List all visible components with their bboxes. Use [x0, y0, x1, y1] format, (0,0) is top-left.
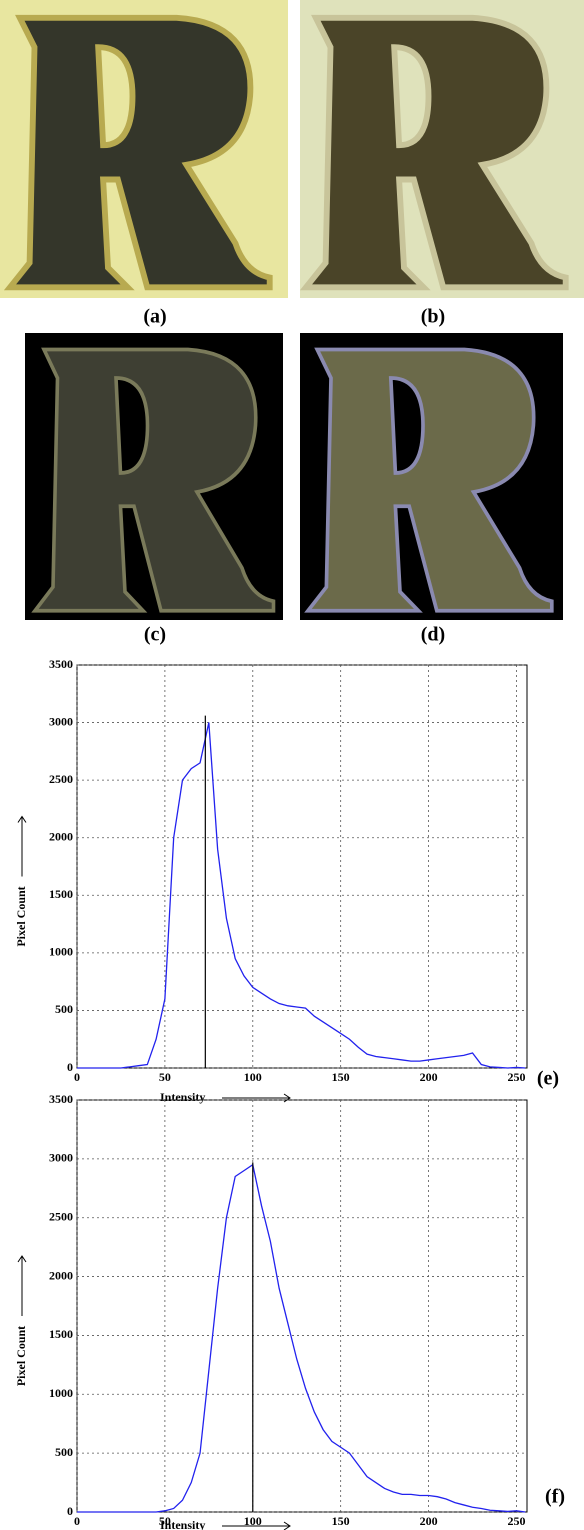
x-tick-label: 0 — [74, 1514, 80, 1528]
y-tick-label: 2500 — [49, 1209, 73, 1223]
y-tick-label: 3000 — [49, 1151, 73, 1165]
y-tick-label: 1500 — [49, 887, 73, 901]
x-tick-label: 150 — [332, 1514, 350, 1528]
panel-label: (e) — [537, 1068, 559, 1090]
panel-label: (f) — [545, 1486, 565, 1508]
x-tick-label: 100 — [244, 1514, 262, 1528]
y-tick-label: 1000 — [49, 945, 73, 959]
y-tick-label: 500 — [55, 1002, 73, 1016]
image-a — [0, 0, 288, 298]
y-tick-label: 500 — [55, 1445, 73, 1459]
y-tick-label: 3000 — [49, 714, 73, 728]
x-tick-label: 200 — [420, 1514, 438, 1528]
panel-label: (b) — [421, 306, 445, 328]
y-tick-label: 2000 — [49, 829, 73, 843]
y-tick-label: 0 — [67, 1504, 73, 1518]
y-tick-label: 3500 — [49, 1092, 73, 1106]
y-tick-label: 1000 — [49, 1386, 73, 1400]
y-tick-label: 2500 — [49, 772, 73, 786]
x-tick-label: 250 — [507, 1514, 525, 1528]
x-axis-arrow — [222, 1521, 291, 1530]
x-tick-label: 200 — [420, 1070, 438, 1084]
x-tick-label: 0 — [74, 1070, 80, 1084]
panel-label: (a) — [143, 306, 166, 328]
panel-label: (c) — [144, 624, 166, 646]
x-tick-label: 100 — [244, 1070, 262, 1084]
y-axis-label: Pixel Count — [14, 1326, 28, 1386]
image-d — [300, 333, 563, 620]
y-tick-label: 3500 — [49, 657, 73, 671]
x-axis-label: Intensity — [160, 1518, 205, 1530]
y-axis-arrow — [17, 815, 27, 877]
y-axis-label: Pixel Count — [14, 886, 28, 946]
x-tick-label: 50 — [159, 1514, 171, 1528]
y-tick-label: 1500 — [49, 1327, 73, 1341]
histogram-line — [77, 1163, 526, 1513]
image-c — [25, 333, 283, 620]
x-tick-label: 250 — [507, 1070, 525, 1084]
y-tick-label: 0 — [67, 1060, 73, 1074]
plot-frame — [76, 1099, 528, 1513]
histogram-line — [77, 722, 526, 1069]
y-axis-arrow — [17, 1255, 27, 1316]
x-axis-label: Intensity — [160, 1090, 205, 1104]
y-tick-label: 2000 — [49, 1268, 73, 1282]
image-b — [300, 0, 584, 298]
x-tick-label: 150 — [332, 1070, 350, 1084]
x-tick-label: 50 — [159, 1070, 171, 1084]
x-axis-arrow — [222, 1093, 291, 1103]
panel-label: (d) — [421, 624, 445, 646]
